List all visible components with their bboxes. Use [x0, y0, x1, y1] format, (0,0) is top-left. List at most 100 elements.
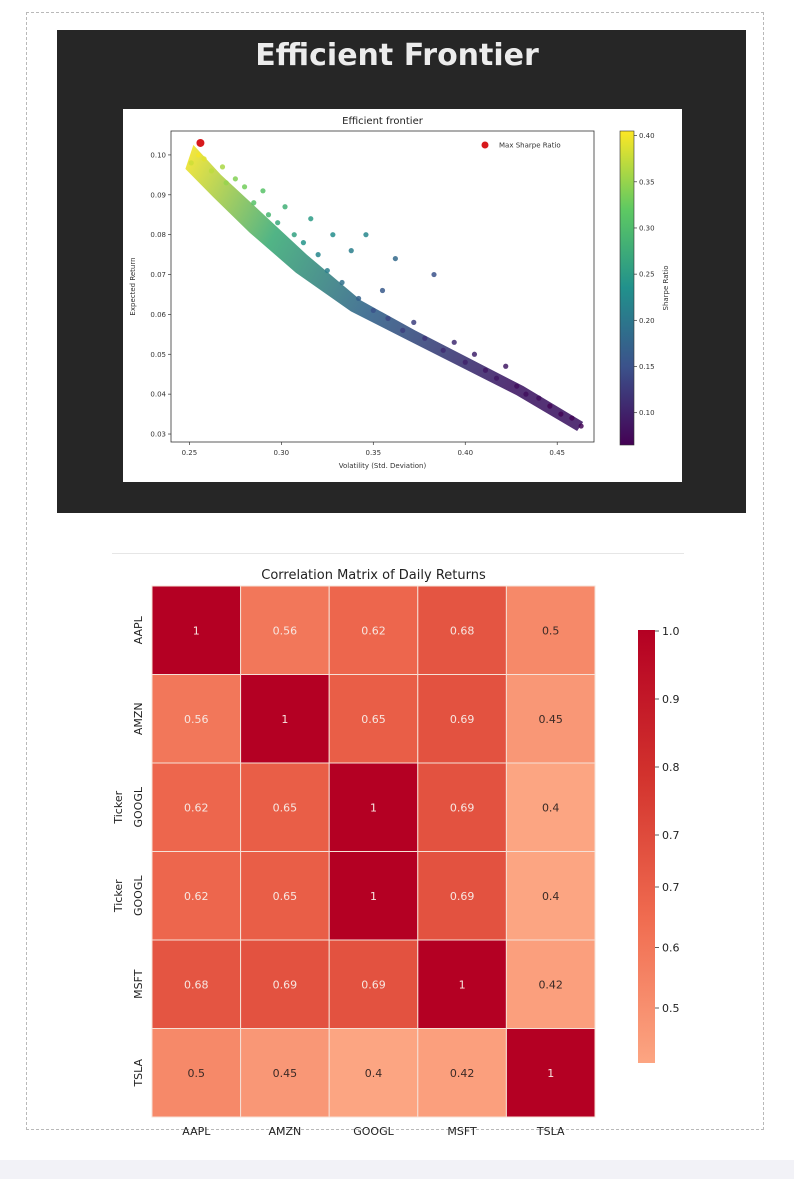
scatter-point — [282, 204, 288, 210]
heatmap-row-label: AAPL — [132, 615, 145, 644]
heatmap-colorbar — [638, 630, 655, 1063]
heatmap-cell-value: 0.62 — [184, 801, 209, 814]
colorbar-tick-label: 0.25 — [639, 271, 655, 279]
scatter-point — [451, 339, 457, 345]
heatmap-cell-value: 0.65 — [273, 890, 298, 903]
section-divider — [112, 553, 684, 554]
heatmap-cell — [240, 674, 330, 764]
heatmap-cell — [240, 762, 330, 852]
page-title: Efficient Frontier — [255, 38, 539, 73]
heatmap-cell-value: 0.68 — [450, 624, 475, 637]
scatter-point — [219, 164, 226, 170]
heatmap-cell — [505, 851, 596, 941]
scatter-point — [223, 180, 229, 186]
heatmap-cell-value: 0.4 — [542, 801, 560, 814]
heatmap-cell — [328, 1028, 419, 1118]
heatmap-cell — [505, 1028, 596, 1118]
colorbar-tick-label: 1.0 — [662, 625, 680, 638]
heatmap-cell — [417, 851, 507, 941]
y-tick-label: 0.09 — [150, 191, 166, 199]
scatter-point — [241, 184, 248, 190]
scatter-point — [339, 279, 345, 286]
colorbar-tick-label: 0.7 — [662, 881, 680, 894]
scatter-point — [482, 367, 489, 373]
heatmap-cell — [505, 585, 596, 675]
scatter-point — [363, 232, 369, 238]
colorbar-tick-label: 0.8 — [662, 761, 680, 774]
scatter-point — [324, 267, 330, 274]
heatmap-col-label: AMZN — [269, 1125, 302, 1138]
colorbar-tick-label: 0.10 — [639, 409, 655, 417]
scatter-point — [300, 240, 307, 246]
x-tick-label: 0.45 — [549, 449, 565, 457]
y-tick-label: 0.03 — [150, 431, 166, 439]
scatter-point — [462, 359, 468, 365]
y-tick-label: 0.10 — [150, 151, 166, 159]
heatmap-cell-value: 0.62 — [361, 624, 386, 637]
scatter-point — [370, 307, 376, 314]
heatmap-cell — [417, 585, 507, 675]
heatmap-cell-value: 0.69 — [450, 713, 475, 726]
scatter-point — [578, 423, 584, 429]
heatmap-cell — [328, 674, 419, 764]
plot-frame — [170, 130, 595, 443]
scatter-point — [569, 415, 575, 421]
scatter-point — [493, 375, 500, 381]
scatter-point — [355, 295, 362, 302]
heatmap-y-axis-label: Ticker — [112, 879, 125, 913]
heatmap-cell — [151, 674, 242, 764]
scatter-point — [392, 255, 398, 262]
heatmap-cell-value: 1 — [459, 978, 466, 991]
scatter-point — [308, 216, 314, 222]
heatmap-cell-value: 0.42 — [538, 978, 563, 991]
footer-band — [0, 1160, 794, 1179]
colorbar-tick-label: 0.30 — [639, 224, 655, 232]
heatmap-cell-value: 0.45 — [273, 1067, 298, 1080]
colorbar-tick-label: 0.9 — [662, 693, 680, 706]
frontier-cloud — [185, 144, 584, 432]
heatmap-cell-value: 1 — [370, 890, 377, 903]
heatmap-cell-value: 0.65 — [361, 713, 386, 726]
heatmap-cell-value: 0.45 — [538, 713, 563, 726]
colorbar-tick-label: 0.35 — [639, 178, 655, 186]
heatmap-cell-value: 0.4 — [542, 890, 560, 903]
heatmap-cell-value: 0.69 — [361, 978, 386, 991]
scatter-point — [503, 363, 509, 369]
heatmap-cell-value: 0.5 — [542, 624, 560, 637]
heatmap-cell — [328, 762, 419, 852]
heatmap-cell — [505, 674, 596, 764]
heatmap-col-label: TSLA — [536, 1125, 565, 1138]
heatmap-row-label: GOOGL — [132, 786, 145, 827]
heatmap-row-label: GOOGL — [132, 875, 145, 916]
heatmap-cell-value: 0.56 — [184, 713, 209, 726]
heatmap-title: Correlation Matrix of Daily Returns — [261, 568, 486, 583]
heatmap-col-label: AAPL — [182, 1125, 211, 1138]
colorbar-tick-label: 0.20 — [639, 317, 655, 325]
scatter-point — [385, 315, 391, 321]
legend-label: Max Sharpe Ratio — [499, 142, 561, 150]
scatter-point — [265, 212, 272, 218]
heatmap-cell — [417, 674, 507, 764]
colorbar — [619, 130, 635, 446]
scatter-point — [400, 327, 406, 333]
heatmap-cell-value: 0.68 — [184, 978, 209, 991]
heatmap-cell — [240, 851, 330, 941]
heatmap-cell — [505, 939, 596, 1029]
colorbar-tick-label: 0.15 — [639, 363, 655, 371]
heatmap-row-label: MSFT — [132, 969, 145, 999]
heatmap-cell — [240, 585, 330, 675]
heatmap-cell — [151, 851, 242, 941]
colorbar-tick-label: 0.7 — [662, 829, 680, 842]
scatter-point — [195, 152, 202, 158]
heatmap-cell — [328, 939, 419, 1029]
heatmap-cell — [240, 939, 330, 1029]
colorbar-tick-label: 0.5 — [662, 1002, 680, 1015]
scatter-point — [275, 220, 281, 226]
x-tick-label: 0.25 — [182, 449, 198, 457]
x-axis-label: Volatility (Std. Deviation) — [339, 462, 427, 470]
efficient-frontier-plot-area: Efficient frontier 0.25 0.30 0.35 0.40 0.45 0.… — [123, 109, 682, 482]
scatter-point — [348, 248, 354, 254]
scatter-point — [431, 271, 437, 278]
scatter-point — [251, 200, 257, 206]
heatmap-row-label: AMZN — [132, 702, 145, 735]
